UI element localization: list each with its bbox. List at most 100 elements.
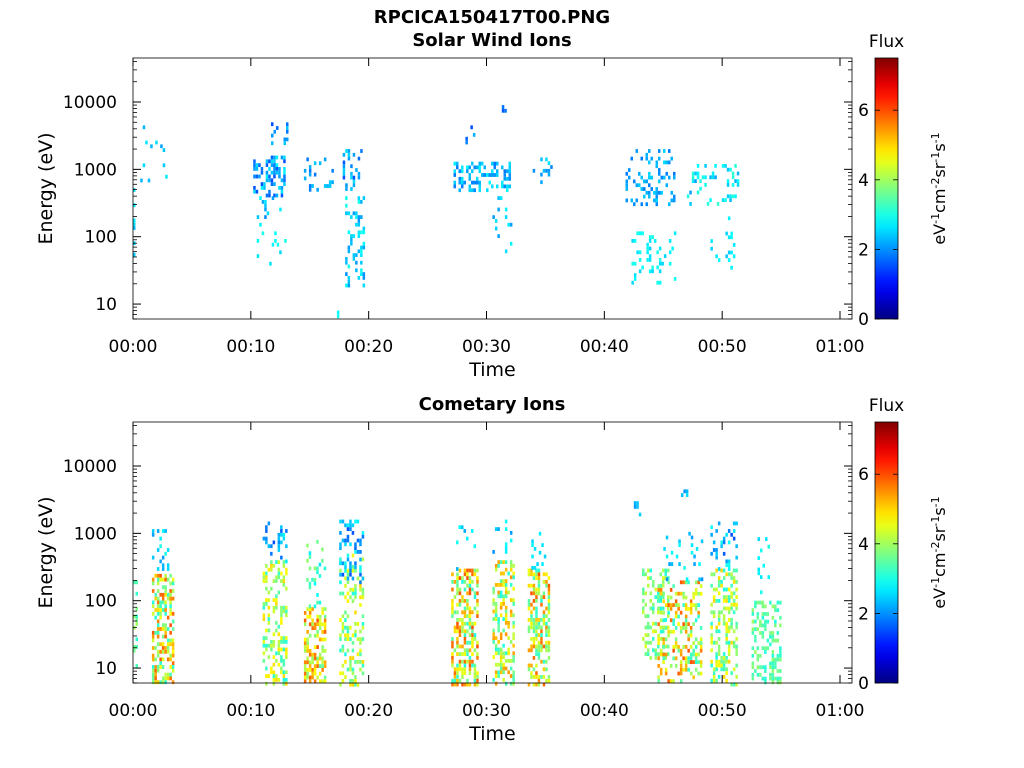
heatmap-cell <box>458 576 462 580</box>
heatmap-cell <box>545 625 548 630</box>
heatmap-cell <box>166 577 170 582</box>
heatmap-cell <box>547 648 551 653</box>
heatmap-cell <box>731 183 735 187</box>
heatmap-cell <box>496 173 499 177</box>
heatmap-cell <box>323 184 327 188</box>
heatmap-cell <box>151 604 155 609</box>
heatmap-cell <box>662 591 665 596</box>
heatmap-cell <box>308 679 312 684</box>
heatmap-cell <box>478 161 481 166</box>
heatmap-cell <box>357 276 361 280</box>
x-tick-label: 00:30 <box>462 337 511 357</box>
heatmap-cell <box>663 547 666 551</box>
heatmap-cell <box>502 643 505 648</box>
heatmap-cell <box>303 637 307 642</box>
heatmap-cell <box>458 525 461 530</box>
heatmap-cell <box>142 163 146 168</box>
heatmap-cell <box>151 680 155 685</box>
heatmap-cell <box>527 667 531 672</box>
heatmap-cell <box>663 149 666 153</box>
heatmap-cell <box>727 610 731 615</box>
heatmap-cell <box>714 164 717 168</box>
heatmap-cell <box>471 580 474 584</box>
heatmap-cell <box>468 173 471 177</box>
heatmap-cell <box>535 652 538 656</box>
heatmap-cell <box>135 580 138 585</box>
heatmap-cell <box>345 183 348 188</box>
colorbar-tick-label: 0 <box>858 674 869 694</box>
heatmap-cell <box>673 171 676 176</box>
heatmap-cell <box>682 603 685 607</box>
heatmap-cell <box>730 583 733 588</box>
heatmap-cell <box>355 222 358 227</box>
heatmap-cell <box>658 261 662 266</box>
heatmap-cell <box>273 129 276 134</box>
heatmap-cell <box>361 625 365 630</box>
heatmap-cell <box>466 640 469 645</box>
heatmap-cell <box>720 667 723 672</box>
heatmap-cell <box>466 648 469 653</box>
heatmap-cell <box>535 625 538 630</box>
colorbar-unit-label: eV-1cm-2sr-1s-1 <box>929 132 950 244</box>
heatmap-cell <box>497 640 500 644</box>
heatmap-cell <box>669 679 673 683</box>
heatmap-cell <box>466 599 469 603</box>
heatmap-cell <box>456 644 459 649</box>
heatmap-cell <box>311 675 314 680</box>
heatmap-cell <box>461 644 464 649</box>
heatmap-cell <box>689 656 693 661</box>
heatmap-cell <box>735 606 738 611</box>
heatmap-cell <box>451 656 454 660</box>
heatmap-cell <box>282 536 286 541</box>
heatmap-cell <box>535 648 538 653</box>
heatmap-cell <box>355 215 358 219</box>
heatmap-cell <box>710 640 713 645</box>
heatmap-cell <box>155 140 158 145</box>
heatmap-cell <box>662 625 665 630</box>
heatmap-cell <box>306 656 309 661</box>
heatmap-cell <box>255 167 259 171</box>
heatmap-cell <box>652 602 655 607</box>
heatmap-cell <box>308 611 312 615</box>
heatmap-cell <box>751 619 755 624</box>
heatmap-cell <box>631 261 634 266</box>
heatmap-cell <box>655 187 658 191</box>
heatmap-cell <box>504 613 508 618</box>
heatmap-cell <box>757 556 760 560</box>
heatmap-cell <box>764 665 767 670</box>
heatmap-cell <box>268 167 271 171</box>
heatmap-cell <box>164 646 167 650</box>
figure-title: RPCICA150417T00.PNG <box>373 7 611 28</box>
heatmap-cell <box>306 607 309 611</box>
heatmap-cell <box>161 567 165 571</box>
heatmap-cell <box>712 595 716 599</box>
heatmap-cell <box>352 234 356 238</box>
heatmap-cell <box>476 656 479 660</box>
heatmap-cell <box>509 598 513 602</box>
heatmap-cell <box>542 614 546 618</box>
heatmap-cell <box>456 587 459 592</box>
heatmap-cell <box>659 667 663 672</box>
heatmap-cell <box>318 656 322 661</box>
heatmap-cell <box>509 666 513 671</box>
heatmap-cell <box>734 179 737 183</box>
heatmap-cell <box>540 637 543 641</box>
heatmap-cell <box>356 550 360 554</box>
heatmap-cell <box>646 250 649 255</box>
heatmap-cell <box>540 640 543 645</box>
heatmap-cell <box>542 675 546 679</box>
heatmap-cell <box>761 604 765 609</box>
heatmap-cell <box>673 231 677 236</box>
heatmap-cell <box>151 653 155 658</box>
heatmap-cell <box>359 584 362 588</box>
heatmap-cell <box>171 665 175 669</box>
colorbar-unit-label: eV-1cm-2sr-1s-1 <box>929 496 950 608</box>
heatmap-cell <box>532 168 536 173</box>
heatmap-cell <box>303 641 307 646</box>
heatmap-cell <box>283 155 286 160</box>
heatmap-cell <box>166 548 170 552</box>
heatmap-cell <box>506 184 509 189</box>
heatmap-cell <box>653 198 656 203</box>
heatmap-cell <box>732 602 736 607</box>
heatmap-cell <box>652 583 655 588</box>
